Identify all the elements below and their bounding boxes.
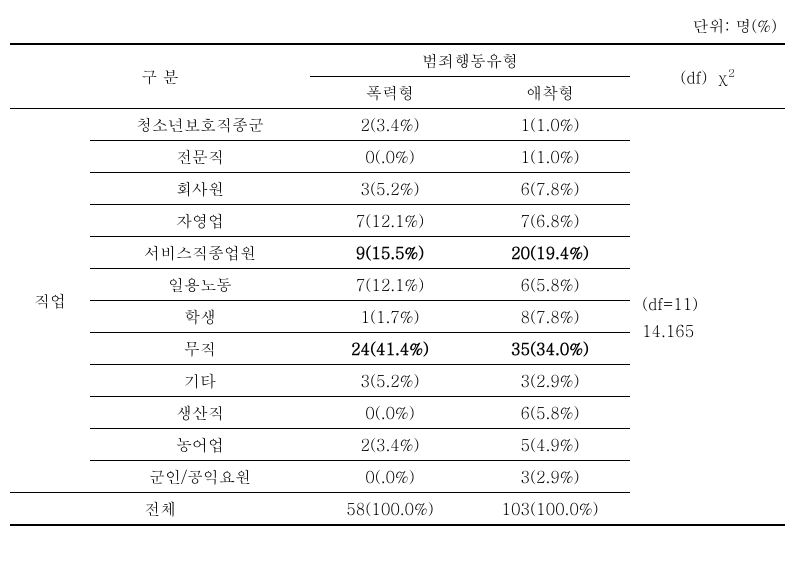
- header-stat-chi-base: χ: [718, 65, 728, 88]
- row-header: 직업: [10, 109, 90, 493]
- cell-attachment: 8(7.8%): [470, 301, 630, 333]
- cell-violent: 7(12.1%): [310, 205, 470, 237]
- header-attachment: 애착형: [470, 77, 630, 109]
- cell-attachment: 7(6.8%): [470, 205, 630, 237]
- cell-attachment: 5(4.9%): [470, 429, 630, 461]
- cell-violent: 1(1.7%): [310, 301, 470, 333]
- row-label: 학생: [90, 301, 310, 333]
- row-label: 기타: [90, 365, 310, 397]
- unit-label: 단위: 명(%): [10, 10, 785, 43]
- header-classification: 구 분: [10, 44, 310, 109]
- cell-violent: 7(12.1%): [310, 269, 470, 301]
- cell-violent: 0(.0%): [310, 461, 470, 493]
- cell-attachment: 6(5.8%): [470, 269, 630, 301]
- cell-violent: 3(5.2%): [310, 365, 470, 397]
- row-label: 농어업: [90, 429, 310, 461]
- cell-attachment: 3(2.9%): [470, 365, 630, 397]
- cell-attachment: 3(2.9%): [470, 461, 630, 493]
- row-label: 생산직: [90, 397, 310, 429]
- cell-attachment: 6(7.8%): [470, 173, 630, 205]
- header-stat: (df) χ2: [630, 44, 785, 109]
- stat-cell: (df=11) 14.165: [630, 109, 785, 526]
- cell-violent: 2(3.4%): [310, 109, 470, 141]
- cell-attachment: 6(5.8%): [470, 397, 630, 429]
- stat-df: (df=11): [642, 292, 698, 315]
- row-label: 회사원: [90, 173, 310, 205]
- cell-attachment: 35(34.0%): [470, 333, 630, 365]
- header-violent: 폭력형: [310, 77, 470, 109]
- cell-attachment: 1(1.0%): [470, 109, 630, 141]
- cell-violent: 3(5.2%): [310, 173, 470, 205]
- cell-violent: 0(.0%): [310, 141, 470, 173]
- cell-violent: 9(15.5%): [310, 237, 470, 269]
- row-label: 무직: [90, 333, 310, 365]
- row-label: 전문직: [90, 141, 310, 173]
- total-violent: 58(100.0%): [310, 493, 470, 526]
- total-label: 전체: [10, 493, 310, 526]
- header-behavior-type: 범죄행동유형: [310, 44, 630, 77]
- cell-violent: 0(.0%): [310, 397, 470, 429]
- row-label: 청소년보호직종군: [90, 109, 310, 141]
- cell-violent: 2(3.4%): [310, 429, 470, 461]
- cell-attachment: 1(1.0%): [470, 141, 630, 173]
- row-label: 일용노동: [90, 269, 310, 301]
- row-label: 군인/공익요원: [90, 461, 310, 493]
- header-stat-df: (df): [680, 65, 707, 88]
- header-stat-chi-sup: 2: [728, 65, 735, 81]
- data-table: 구 분 범죄행동유형 (df) χ2 폭력형 애착형 직업 청소년보호직종군 2…: [10, 43, 785, 526]
- row-label: 자영업: [90, 205, 310, 237]
- total-attachment: 103(100.0%): [470, 493, 630, 526]
- cell-violent: 24(41.4%): [310, 333, 470, 365]
- row-label: 서비스직종업원: [90, 237, 310, 269]
- cell-attachment: 20(19.4%): [470, 237, 630, 269]
- stat-chi: 14.165: [642, 319, 694, 342]
